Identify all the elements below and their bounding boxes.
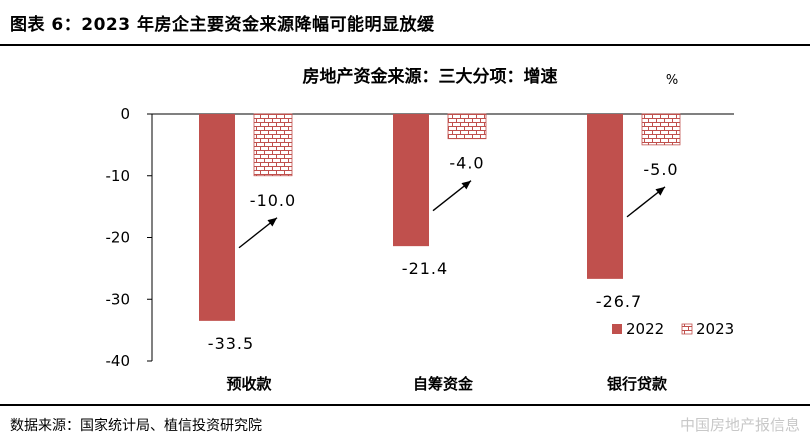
bar-2022 xyxy=(393,114,429,247)
value-label-2022: -33.5 xyxy=(208,334,254,353)
bar-2023 xyxy=(447,113,487,140)
value-label-2023: -10.0 xyxy=(250,191,296,210)
bar-2022 xyxy=(199,114,235,321)
unit-label: % xyxy=(666,73,678,88)
y-tick-label: -30 xyxy=(106,290,131,308)
source-note: 数据来源：国家统计局、植信投资研究院 xyxy=(10,418,262,434)
legend-swatch-2022 xyxy=(612,324,622,334)
y-tick-label: -40 xyxy=(106,352,131,370)
trend-arrowhead xyxy=(267,217,277,227)
x-category-label: 预收款 xyxy=(226,375,272,393)
x-category-label: 银行贷款 xyxy=(607,375,668,393)
y-tick-label: -10 xyxy=(106,167,131,185)
legend-label-2023: 2023 xyxy=(696,320,734,338)
watermark: 中国房地产报信息 xyxy=(679,416,800,434)
chart-area: 房地产资金来源：三大分项：增速 % 0 -10 -20 -30 -40 预收款 -33.5… xyxy=(0,46,810,406)
trend-arrowhead xyxy=(461,180,471,190)
trend-arrowhead xyxy=(655,186,665,196)
legend-label-2022: 2022 xyxy=(626,320,664,338)
value-label-2022: -26.7 xyxy=(596,292,642,311)
figure-header: 图表 6：2023 年房企主要资金来源降幅可能明显放缓 xyxy=(0,0,810,46)
x-category-label: 自筹资金 xyxy=(413,375,474,393)
bar-chart: 房地产资金来源：三大分项：增速 % 0 -10 -20 -30 -40 预收款 -33.5… xyxy=(106,66,735,393)
y-tick-label: -20 xyxy=(106,229,131,247)
bar-2023 xyxy=(641,113,681,146)
figure-title: 图表 6：2023 年房企主要资金来源降幅可能明显放缓 xyxy=(10,15,435,35)
value-label-2022: -21.4 xyxy=(402,259,448,278)
y-tick-label: 0 xyxy=(120,105,130,123)
figure-footer: 数据来源：国家统计局、植信投资研究院 中国房地产报信息 xyxy=(0,404,810,443)
value-label-2023: -5.0 xyxy=(643,160,678,179)
legend-swatch-2023 xyxy=(681,323,693,335)
value-label-2023: -4.0 xyxy=(449,154,484,173)
bar-2023 xyxy=(253,113,293,177)
chart-title: 房地产资金来源：三大分项：增速 xyxy=(303,66,558,87)
bar-2022 xyxy=(587,114,623,279)
